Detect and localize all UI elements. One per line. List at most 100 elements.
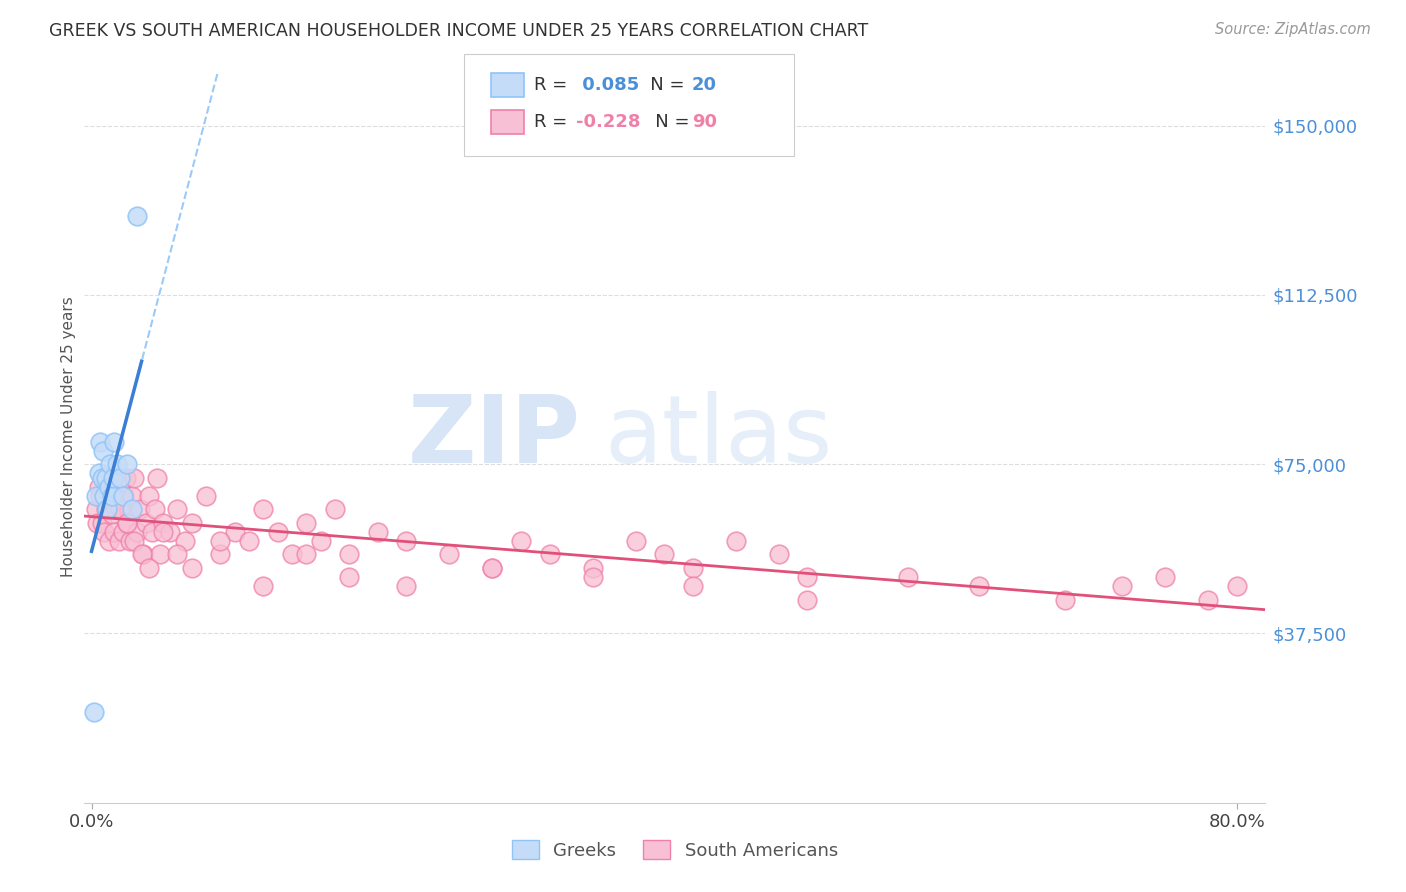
Point [114,489,136,503]
Text: 0.085: 0.085 [576,76,640,94]
Point [98,457,121,471]
Point [1111,579,1133,593]
Point [91,471,114,485]
Point [581,561,603,575]
Text: GREEK VS SOUTH AMERICAN HOUSEHOLDER INCOME UNDER 25 YEARS CORRELATION CHART: GREEK VS SOUTH AMERICAN HOUSEHOLDER INCO… [49,22,869,40]
Point [295,548,318,562]
Point [87,466,110,480]
Point [86,516,108,530]
Point [1197,592,1219,607]
Text: ZIP: ZIP [408,391,581,483]
Point [281,548,304,562]
Text: atlas: atlas [605,391,832,483]
Point [967,579,990,593]
Point [337,548,360,562]
Point [166,502,188,516]
Point [195,489,218,503]
Point [768,548,790,562]
Point [117,516,139,530]
Point [94,502,117,516]
Point [93,489,115,503]
Point [90,516,112,530]
Point [796,592,818,607]
Point [104,502,127,516]
Text: N =: N = [633,76,690,94]
Text: R =: R = [534,113,574,131]
Point [141,524,163,539]
Point [87,480,110,494]
Text: 90: 90 [692,113,717,131]
Y-axis label: Householder Income Under 25 years: Householder Income Under 25 years [60,297,76,577]
Point [105,471,128,485]
Point [108,480,131,494]
Point [84,489,107,503]
Point [439,548,461,562]
Point [224,524,246,539]
Point [93,524,115,539]
Point [121,502,143,516]
Point [896,570,918,584]
Point [100,507,122,521]
Point [107,533,129,548]
Text: 20: 20 [692,76,717,94]
Point [209,533,232,548]
Point [127,524,149,539]
Point [138,489,160,503]
Point [90,471,112,485]
Point [103,524,125,539]
Text: Source: ZipAtlas.com: Source: ZipAtlas.com [1215,22,1371,37]
Point [252,502,274,516]
Point [135,516,157,530]
Point [682,579,704,593]
Text: R =: R = [534,76,574,94]
Point [1226,579,1249,593]
Point [89,434,111,449]
Point [166,548,188,562]
Point [96,480,118,494]
Point [510,533,533,548]
Point [624,533,647,548]
Point [152,516,174,530]
Point [481,561,503,575]
Point [1154,570,1177,584]
Point [131,548,153,562]
Point [84,502,107,516]
Point [538,548,561,562]
Point [89,489,111,503]
Point [238,533,260,548]
Point [111,489,134,503]
Point [124,471,146,485]
Point [101,480,124,494]
Point [180,516,202,530]
Point [481,561,503,575]
Point [108,502,131,516]
Point [110,502,132,516]
Point [103,434,125,449]
Text: -0.228: -0.228 [576,113,641,131]
Legend: Greeks, South Americans: Greeks, South Americans [505,833,845,867]
Point [581,570,603,584]
Point [101,471,124,485]
Point [337,570,360,584]
Point [143,502,166,516]
Point [159,524,181,539]
Point [115,471,138,485]
Text: N =: N = [638,113,696,131]
Point [118,502,141,516]
Point [796,570,818,584]
Point [117,516,139,530]
Point [127,209,149,223]
Point [323,502,346,516]
Point [83,706,105,720]
Point [124,533,146,548]
Point [1053,592,1076,607]
Point [266,524,288,539]
Point [724,533,747,548]
Point [295,516,318,530]
Point [173,533,195,548]
Point [138,561,160,575]
Point [209,548,232,562]
Point [395,579,418,593]
Point [367,524,389,539]
Point [101,471,124,485]
